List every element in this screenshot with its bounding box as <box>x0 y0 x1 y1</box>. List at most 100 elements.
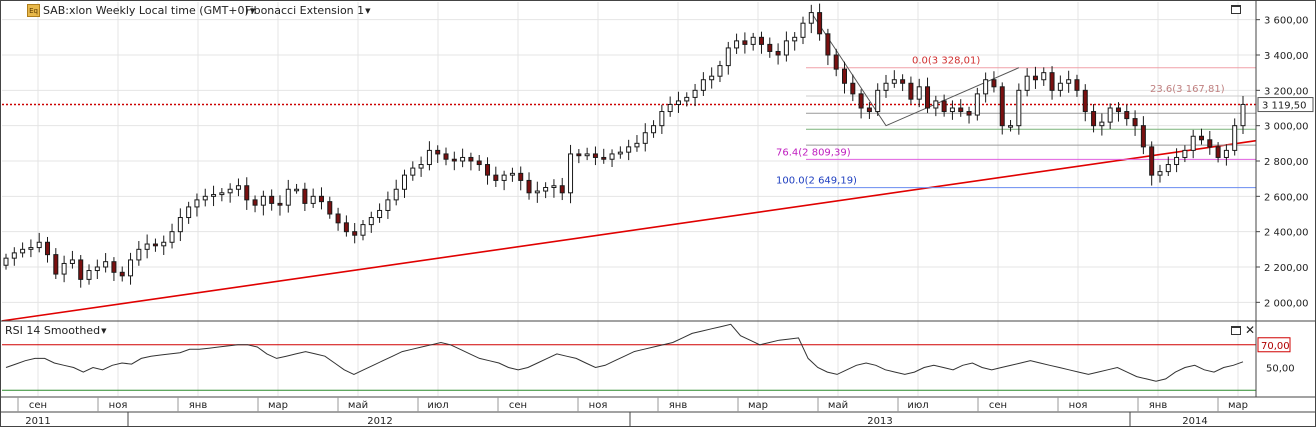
candle-body <box>916 86 922 100</box>
candle-body <box>20 248 26 254</box>
rsi-label-text: RSI 14 Smoothed <box>5 324 101 337</box>
symbol-label[interactable]: SAB:xlon Weekly Local time (GMT+0)▼ <box>43 3 255 19</box>
candle-body <box>717 65 723 77</box>
candle <box>1066 70 1072 93</box>
candle <box>310 188 316 208</box>
month-label: мар <box>1228 400 1248 411</box>
candle <box>368 211 374 233</box>
candle <box>916 78 922 108</box>
candle-body <box>609 153 615 160</box>
candle <box>568 144 574 204</box>
candle-body <box>817 12 823 35</box>
candle-body <box>626 146 632 153</box>
last-price-label: 3 119,50 <box>1262 101 1307 112</box>
chevron-down-icon: ▼ <box>365 7 371 15</box>
candle <box>891 70 897 88</box>
candle-body <box>186 206 192 219</box>
maximize-icon[interactable] <box>1231 326 1241 335</box>
candle <box>808 4 814 34</box>
candle-body <box>1091 111 1097 127</box>
candle <box>551 179 557 198</box>
candle <box>53 248 59 280</box>
month-label: май <box>348 400 368 411</box>
candle <box>152 238 158 252</box>
candle-body <box>999 86 1005 127</box>
candle-body <box>634 142 640 148</box>
candle <box>991 71 997 93</box>
candle <box>875 83 881 116</box>
candle-body <box>592 153 598 158</box>
candle-body <box>675 100 681 105</box>
candle <box>194 193 200 217</box>
y-tick-label: 2 600,00 <box>1264 192 1309 203</box>
candle-body <box>1140 125 1146 148</box>
candle <box>418 156 424 177</box>
candle <box>443 147 449 166</box>
candle <box>277 195 283 216</box>
candle-body <box>352 231 358 236</box>
rsi-label[interactable]: RSI 14 Smoothed▼ <box>5 324 106 337</box>
candle <box>501 170 507 191</box>
y-tick-label: 3 600,00 <box>1264 16 1309 27</box>
candle-body <box>128 259 134 277</box>
candle-body <box>86 270 92 280</box>
candle-body <box>1041 72 1047 81</box>
candle-body <box>235 185 241 190</box>
candle <box>642 123 648 152</box>
candle <box>792 32 798 51</box>
candle-body <box>3 257 9 266</box>
candle <box>958 99 964 117</box>
candle-body <box>758 36 764 45</box>
study-label[interactable]: Fibonacci Extension 1▼ <box>245 3 371 19</box>
candle <box>675 91 681 113</box>
candle <box>78 254 84 288</box>
month-label: июл <box>907 400 928 411</box>
candle <box>36 232 42 253</box>
candle <box>767 37 773 58</box>
candle <box>128 252 134 285</box>
candle <box>460 148 466 168</box>
candle-body <box>883 82 889 91</box>
candle-body <box>1049 72 1055 91</box>
candle <box>734 33 740 54</box>
close-icon[interactable]: ✕ <box>1245 323 1256 337</box>
candle-body <box>1165 164 1171 173</box>
candle <box>318 187 324 210</box>
candle-body <box>667 103 673 113</box>
candle <box>1149 141 1155 186</box>
candle-body <box>709 75 715 81</box>
candle-body <box>53 254 59 275</box>
month-label: сен <box>509 400 527 411</box>
candle <box>435 145 441 163</box>
candle <box>601 148 607 164</box>
candle <box>1074 74 1080 97</box>
candle-body <box>1198 135 1204 141</box>
candle-body <box>1223 149 1229 158</box>
candle-body <box>783 40 789 56</box>
candle-body <box>734 40 740 49</box>
candle <box>925 77 931 113</box>
month-label: янв <box>669 400 688 411</box>
candle <box>850 74 856 102</box>
candle <box>269 189 275 211</box>
candle-body <box>426 149 432 166</box>
candle <box>933 95 939 117</box>
candle <box>451 151 457 171</box>
candle-body <box>617 151 623 155</box>
candle-body <box>891 79 897 84</box>
candle-body <box>1107 107 1113 123</box>
candle <box>783 31 789 62</box>
candle <box>692 83 698 107</box>
candle-body <box>485 164 491 176</box>
candle-body <box>568 153 574 194</box>
month-label: ноя <box>1069 400 1088 411</box>
candle-body <box>642 132 648 144</box>
equity-icon[interactable]: Eq <box>27 4 40 17</box>
candle <box>3 253 9 270</box>
candle-body <box>1124 111 1130 120</box>
candle-body <box>343 222 349 233</box>
candle <box>609 149 615 168</box>
candle <box>476 154 482 171</box>
candle <box>136 241 142 266</box>
maximize-icon[interactable] <box>1231 5 1241 14</box>
